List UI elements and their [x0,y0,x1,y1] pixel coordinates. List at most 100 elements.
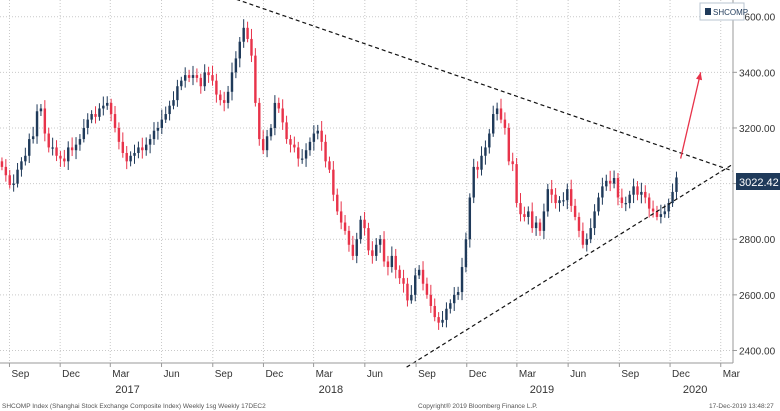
candle-body [222,100,226,103]
candle-body [484,147,487,156]
candle-body [343,222,347,231]
candle-body [558,200,561,204]
candle-body [433,305,436,318]
candle-body [55,147,58,156]
x-tick-label: Jun [570,369,586,380]
x-year-label: 2019 [530,384,554,396]
last-value-badge: 3022.42 [736,173,780,190]
candle-body [320,130,323,142]
candle-body [632,186,635,195]
candle-body [300,158,304,160]
x-tick-label: Sep [11,369,29,380]
candle-body [414,275,417,295]
x-tick-label: Sep [215,369,233,380]
candle-body [8,175,11,185]
candle-body [542,211,546,231]
candle-body [238,41,241,59]
candle-body [492,114,495,134]
candle-body [332,169,335,195]
candle-body [269,127,273,137]
x-year-label: 2020 [683,384,707,396]
candle-body [589,228,592,240]
x-tick-label: Mar [519,369,537,380]
candle-body [285,122,288,140]
candle-body [445,308,448,320]
candle-body [78,139,82,145]
candle-body [421,269,425,284]
candle-body [441,319,444,323]
candle-body [417,269,421,276]
candle-body [644,191,647,198]
candle-body [398,269,401,279]
candle-body [94,114,97,117]
candle-body [4,166,8,176]
legend-box [699,2,745,21]
candle-body [538,222,542,231]
candle-body [226,91,230,103]
candle-body [601,186,604,198]
candle-body [527,211,530,217]
candle-body [593,211,596,229]
candle-body [651,208,655,212]
trendlines [236,0,734,368]
candle-body [468,197,472,240]
candle-body [24,155,27,162]
candle-body [647,197,651,209]
candle-body [172,100,175,106]
candle-body [16,169,19,184]
footer-timestamp: 17-Dec-2019 13:48:27 [709,403,774,410]
candle-body [180,80,183,87]
candle-body [464,239,468,268]
x-year-label: 2017 [115,384,139,396]
candle-body [363,219,366,229]
candle-body [671,191,674,204]
y-tick-label: 3600.00 [739,13,776,24]
candle-body [74,144,78,151]
candle-body [164,114,167,120]
candle-body [503,119,507,128]
candle-body [550,189,553,195]
candle-body [293,144,296,148]
candle-body [219,94,222,101]
candle-body [347,230,351,245]
candle-body [254,55,257,103]
candle-body [573,205,577,217]
resistance-trendline [236,0,734,172]
candle-body [534,222,538,229]
candle-body [628,194,631,204]
candle-body [39,108,43,112]
x-tick-label: Jun [164,369,180,380]
candle-body [160,119,164,128]
candle-body [410,294,413,301]
candle-body [137,147,140,153]
candle-body [297,147,300,159]
candle-body [402,278,405,284]
x-tick-label: Sep [418,369,436,380]
candle-body [258,102,261,140]
candle-body [273,102,277,128]
candle-body [624,203,627,205]
x-tick-label: Dec [62,369,80,380]
candle-body [382,239,386,262]
candle-body [261,139,265,151]
footer: SHCOMP Index (Shanghai Stock Exchange Co… [2,402,774,410]
candle-body [530,211,534,229]
candle-body [70,147,74,151]
candle-body [281,108,284,123]
y-tick-label: 3400.00 [739,68,776,79]
candle-body [242,27,245,42]
candle-body [156,127,160,131]
candle-body [608,180,612,184]
candle-body [12,183,15,185]
legend[interactable]: SHCOMP [699,2,748,21]
candle-body [308,141,312,151]
candle-body [378,239,382,245]
candle-body [86,119,89,128]
candle-body [507,127,511,162]
candle-body [98,108,101,117]
candle-body [371,250,374,256]
candle-body [519,203,522,215]
candle-body [312,133,316,142]
candle-body [569,189,573,206]
candle-body [113,114,117,128]
